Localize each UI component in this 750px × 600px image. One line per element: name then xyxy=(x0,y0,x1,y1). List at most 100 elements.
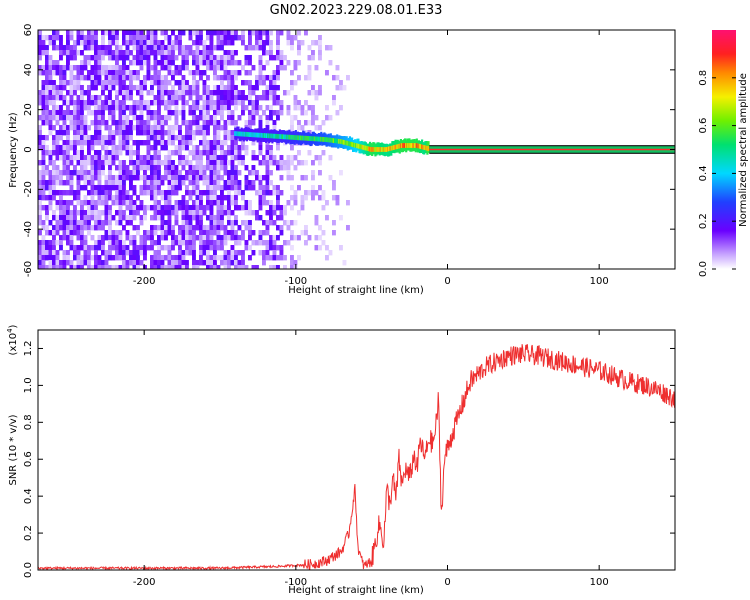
heatmap-cell xyxy=(199,60,203,66)
heatmap-cell xyxy=(258,65,263,71)
heatmap-cell xyxy=(146,50,151,56)
heatmap-cell xyxy=(311,55,315,61)
heatmap-cell xyxy=(157,250,161,256)
heatmap-cell xyxy=(115,130,119,136)
heatmap-cell xyxy=(192,90,196,96)
heatmap-cell xyxy=(69,260,74,266)
heatmap-cell xyxy=(83,155,88,161)
heatmap-cell xyxy=(171,90,175,96)
heatmap-cell xyxy=(83,60,88,66)
heatmap-cell xyxy=(38,100,42,106)
heatmap-cell xyxy=(314,235,319,241)
heatmap-cell xyxy=(136,250,140,256)
heatmap-cell xyxy=(230,220,235,226)
heatmap-cell xyxy=(241,250,245,256)
heatmap-cell xyxy=(122,175,126,181)
heatmap-cell xyxy=(227,55,231,61)
heatmap-cell xyxy=(209,55,214,61)
heatmap-cell xyxy=(90,190,95,196)
heatmap-cell xyxy=(153,100,158,106)
heatmap-cell xyxy=(118,75,123,81)
heatmap-cell xyxy=(139,40,144,46)
heatmap-cell xyxy=(206,50,210,56)
heatmap-cell xyxy=(167,160,172,166)
heatmap-cell xyxy=(227,190,231,196)
heatmap-cell xyxy=(157,215,161,221)
heatmap-cell xyxy=(160,235,165,241)
heatmap-cell xyxy=(111,145,116,151)
heatmap-cell xyxy=(171,140,175,146)
heatmap-cell xyxy=(181,225,186,231)
heatmap-cell xyxy=(307,120,312,126)
heatmap-cell xyxy=(248,170,252,176)
heatmap-cell xyxy=(150,225,154,231)
heatmap-cell xyxy=(195,130,200,136)
heatmap-cell xyxy=(174,95,179,101)
heatmap-cell xyxy=(192,190,196,196)
heatmap-cell xyxy=(251,110,256,116)
heatmap-cell xyxy=(265,30,270,36)
heatmap-cell xyxy=(230,140,235,146)
heatmap-cell xyxy=(255,40,259,46)
heatmap-cell xyxy=(209,245,214,251)
heatmap-cell xyxy=(90,170,95,176)
heatmap-cell xyxy=(122,70,126,76)
spectrogram-x-ticks: -200 -100 0 100 xyxy=(133,30,609,287)
heatmap-cell xyxy=(251,85,256,91)
heatmap-cell xyxy=(122,170,126,176)
heatmap-cell xyxy=(286,30,291,36)
heatmap-cell xyxy=(300,230,305,236)
heatmap-cell xyxy=(276,110,280,116)
heatmap-cell xyxy=(136,175,140,181)
heatmap-cell xyxy=(45,250,49,256)
heatmap-cell xyxy=(83,135,88,141)
heatmap-cell xyxy=(234,90,238,96)
heatmap-cell xyxy=(188,70,193,76)
heatmap-cell xyxy=(94,260,98,266)
heatmap-cell xyxy=(122,30,126,36)
heatmap-cell xyxy=(185,130,189,136)
heatmap-cell xyxy=(139,80,144,86)
heatmap-cell xyxy=(129,240,133,246)
heatmap-cell xyxy=(73,45,77,51)
heatmap-cell xyxy=(125,150,130,156)
heatmap-cell xyxy=(171,165,175,171)
heatmap-cell xyxy=(286,165,291,171)
heatmap-cell xyxy=(171,100,175,106)
heatmap-cell xyxy=(293,155,298,161)
heatmap-cell xyxy=(174,235,179,241)
heatmap-cell xyxy=(272,235,277,241)
heatmap-cell xyxy=(188,190,193,196)
heatmap-cell xyxy=(192,165,196,171)
heatmap-cell xyxy=(83,180,88,186)
heatmap-cell xyxy=(314,40,319,46)
heatmap-cell xyxy=(209,155,214,161)
heatmap-cell xyxy=(73,195,77,201)
heatmap-cell xyxy=(286,175,291,181)
heatmap-cell xyxy=(48,60,53,66)
heatmap-cell xyxy=(59,95,63,101)
heatmap-cell xyxy=(41,220,46,226)
heatmap-cell xyxy=(139,215,144,221)
heatmap-cell xyxy=(216,165,221,171)
heatmap-cell xyxy=(129,200,133,206)
heatmap-cell xyxy=(73,155,77,161)
snr-y-multiplier-exp: 4 xyxy=(6,328,14,333)
heatmap-cell xyxy=(90,165,95,171)
heatmap-cell xyxy=(80,115,84,121)
heatmap-cell xyxy=(283,220,287,226)
heatmap-cell xyxy=(202,180,207,186)
heatmap-cell xyxy=(76,200,81,206)
heatmap-cell xyxy=(118,235,123,241)
heatmap-cell xyxy=(244,185,249,191)
heatmap-cell xyxy=(230,55,235,61)
heatmap-cell xyxy=(328,250,333,256)
heatmap-cell xyxy=(45,45,49,51)
colorbar-tick-label: 0.6 xyxy=(698,118,709,134)
heatmap-cell xyxy=(223,230,228,236)
heatmap-cell xyxy=(122,55,126,61)
heatmap-cell xyxy=(62,170,67,176)
heatmap-cell xyxy=(157,90,161,96)
heatmap-cell xyxy=(248,45,252,51)
heatmap-cell xyxy=(258,140,263,146)
